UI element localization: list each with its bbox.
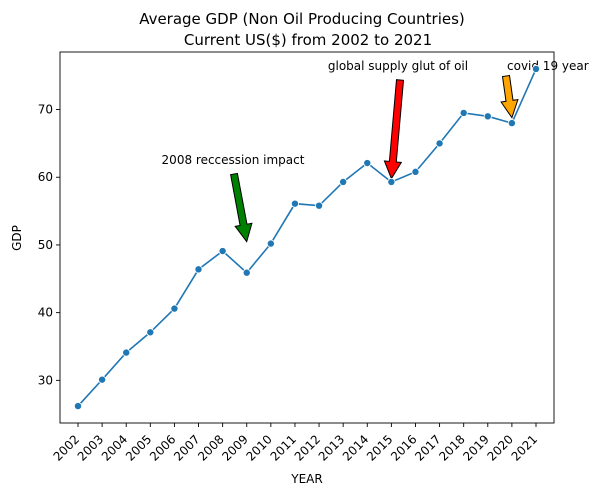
x-tick-label: 2013 [316,432,347,463]
annotation-label: 2008 reccession impact [162,153,305,167]
annotation-label: covid 19 year [507,59,589,73]
x-tick-label: 2018 [436,432,467,463]
y-tick-label: 50 [38,238,53,252]
chart-title: Average GDP (Non Oil Producing Countries… [139,10,465,28]
series-line [77,68,537,407]
y-tick-label: 30 [38,373,53,387]
data-point [411,167,420,176]
x-tick-label: 2003 [75,432,106,463]
data-point [483,112,492,121]
x-tick-label: 2014 [340,432,371,463]
x-tick-label: 2012 [292,432,323,463]
data-point [532,64,541,73]
x-tick-label: 2008 [195,432,226,463]
data-point [315,201,324,210]
x-tick-label: 2020 [485,432,516,463]
y-axis-label: GDP [10,225,24,251]
x-tick-label: 2019 [460,432,491,463]
x-tick-label: 2010 [243,432,274,463]
chart-subtitle: Current US($) from 2002 to 2021 [184,31,432,49]
x-tick-label: 2005 [123,432,154,463]
x-tick-label: 2009 [219,432,250,463]
x-tick-label: 2015 [364,432,395,463]
annotation-arrow [383,79,405,180]
annotation-label: global supply glut of oil [328,59,468,73]
data-point [435,139,444,148]
x-tick-label: 2016 [388,432,419,463]
x-tick-label: 2017 [412,432,443,463]
annotations: 2008 reccession impact global supply glut… [162,59,589,243]
x-tick-label: 2004 [99,432,130,463]
data-point [194,265,203,274]
annotation-arrow [230,172,253,243]
x-tick-label: 2011 [268,432,299,463]
data-point [122,348,131,357]
plot-frame [59,51,555,424]
data-point [387,177,396,186]
data-point [507,119,516,128]
data-point [146,328,155,337]
data-point [242,268,251,277]
data-point [170,304,179,313]
annotation-arrow [500,74,519,119]
x-axis: 2002200320042005200620072008200920102011… [51,423,540,464]
x-tick-label: 2021 [509,432,540,463]
data-point [459,108,468,117]
y-tick-label: 40 [38,306,53,320]
data-point [363,159,372,168]
data-point [74,402,83,411]
data-point [218,247,227,256]
x-tick-label: 2006 [147,432,178,463]
y-tick-label: 60 [38,170,53,184]
y-axis: 30 40 50 60 70 [38,103,60,387]
series-layer [74,64,541,411]
data-point [290,199,299,208]
x-axis-label: YEAR [290,472,322,486]
x-tick-label: 2007 [171,432,202,463]
data-point [266,239,275,248]
data-point [339,177,348,186]
y-tick-label: 70 [38,103,53,117]
data-point [98,375,107,384]
x-tick-label: 2002 [51,432,82,463]
